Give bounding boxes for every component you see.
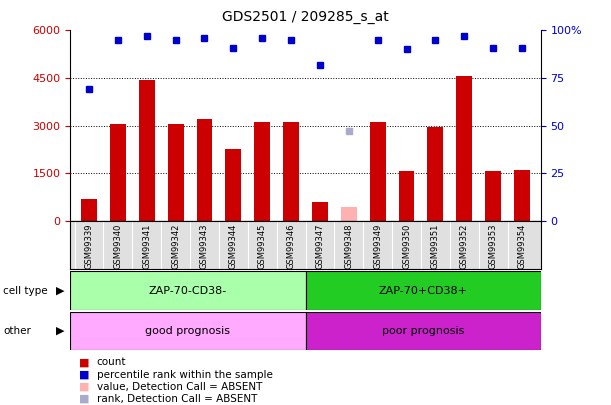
Text: rank, Detection Call = ABSENT: rank, Detection Call = ABSENT — [97, 394, 257, 404]
Bar — [283, 122, 299, 221]
Text: GSM99343: GSM99343 — [200, 223, 209, 269]
Text: ZAP-70-CD38-: ZAP-70-CD38- — [148, 286, 227, 296]
Text: GSM99349: GSM99349 — [373, 223, 382, 269]
Text: ■: ■ — [79, 394, 90, 404]
Bar — [110, 124, 126, 221]
Text: count: count — [97, 358, 126, 367]
Bar — [398, 171, 414, 221]
Bar — [225, 149, 241, 221]
Text: GSM99351: GSM99351 — [431, 223, 440, 269]
Text: GSM99353: GSM99353 — [489, 223, 497, 269]
Bar — [254, 122, 270, 221]
Bar — [81, 198, 97, 221]
Text: GSM99342: GSM99342 — [171, 223, 180, 269]
Text: GSM99352: GSM99352 — [459, 223, 469, 269]
Text: GSM99341: GSM99341 — [142, 223, 152, 269]
Text: GSM99340: GSM99340 — [114, 223, 122, 269]
Bar — [485, 171, 501, 221]
Bar — [306, 312, 541, 350]
Text: ZAP-70+CD38+: ZAP-70+CD38+ — [379, 286, 467, 296]
Text: GSM99348: GSM99348 — [344, 223, 353, 269]
Text: value, Detection Call = ABSENT: value, Detection Call = ABSENT — [97, 382, 262, 392]
Text: ■: ■ — [79, 370, 90, 379]
Text: GSM99346: GSM99346 — [287, 223, 296, 269]
Bar — [139, 80, 155, 221]
Text: GSM99345: GSM99345 — [258, 223, 267, 269]
Text: GDS2501 / 209285_s_at: GDS2501 / 209285_s_at — [222, 10, 389, 24]
Text: poor prognosis: poor prognosis — [382, 326, 464, 336]
Text: ▶: ▶ — [56, 326, 65, 336]
Bar — [167, 124, 183, 221]
Bar — [197, 119, 213, 221]
Bar — [312, 202, 328, 221]
Bar — [370, 122, 386, 221]
Bar — [514, 170, 530, 221]
Text: ■: ■ — [79, 382, 90, 392]
Text: percentile rank within the sample: percentile rank within the sample — [97, 370, 273, 379]
Bar — [70, 271, 306, 310]
Bar — [70, 312, 306, 350]
Bar — [456, 76, 472, 221]
Text: cell type: cell type — [3, 286, 48, 296]
Text: GSM99344: GSM99344 — [229, 223, 238, 269]
Bar — [341, 207, 357, 221]
Text: other: other — [3, 326, 31, 336]
Text: ■: ■ — [79, 358, 90, 367]
Text: good prognosis: good prognosis — [145, 326, 230, 336]
Text: GSM99354: GSM99354 — [518, 223, 527, 269]
Text: ▶: ▶ — [56, 286, 65, 296]
Text: GSM99350: GSM99350 — [402, 223, 411, 269]
Bar — [428, 126, 444, 221]
Text: GSM99347: GSM99347 — [315, 223, 324, 269]
Text: GSM99339: GSM99339 — [84, 223, 93, 269]
Bar — [306, 271, 541, 310]
